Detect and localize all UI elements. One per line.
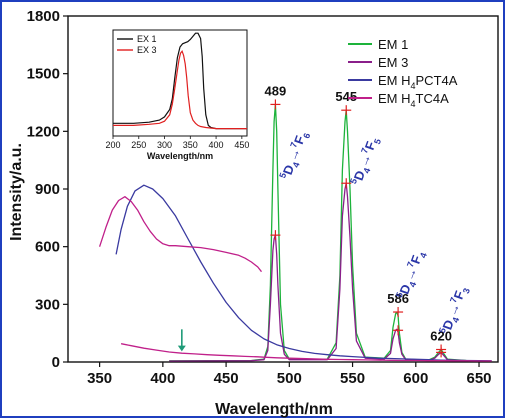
peak-label: 489 bbox=[265, 83, 287, 98]
transition-text: 5D4→7F3 bbox=[437, 284, 472, 338]
inset-x-tick-label: 400 bbox=[209, 140, 224, 150]
peak-label: 586 bbox=[387, 291, 409, 306]
series-line-3 bbox=[98, 196, 263, 273]
inset-x-tick-label: 300 bbox=[157, 140, 172, 150]
inset-x-tick-label: 250 bbox=[131, 140, 146, 150]
y-tick-label: 900 bbox=[35, 181, 60, 198]
transition-label: 5D4→7F4 bbox=[394, 248, 429, 302]
inset-series-line-1 bbox=[113, 49, 247, 130]
y-tick-label: 600 bbox=[35, 239, 60, 256]
series-layer bbox=[98, 103, 492, 362]
y-tick-label: 1200 bbox=[27, 123, 60, 140]
x-tick-label: 500 bbox=[277, 370, 302, 387]
transition-label: 5D4→7F6 bbox=[277, 129, 312, 183]
legend-entry: EM H4TC4A bbox=[378, 91, 449, 109]
marker-arrow-head bbox=[177, 345, 186, 352]
inset-x-tick-label: 350 bbox=[183, 140, 198, 150]
axes: 350 400 450 500 550 600 650 0 300 600 900 1200 1500 1… bbox=[27, 8, 492, 387]
transition-text: 5D4→7F5 bbox=[348, 134, 383, 188]
y-tick-label: 1500 bbox=[27, 66, 60, 83]
y-tick-label: 1800 bbox=[27, 8, 60, 25]
y-axis-label: Intensity/a.u. bbox=[8, 143, 25, 241]
transition-label: 5D4→7F5 bbox=[348, 134, 383, 188]
x-tick-label: 650 bbox=[467, 370, 492, 387]
inset-x-tick-label: 200 bbox=[105, 140, 120, 150]
inset-legend-entry: EX 1 bbox=[137, 34, 157, 44]
transition-text: 5D4→7F6 bbox=[277, 129, 312, 183]
transition-text: 5D4→7F4 bbox=[394, 248, 429, 302]
x-tick-label: 600 bbox=[403, 370, 428, 387]
inset-legend-entry: EX 3 bbox=[137, 45, 157, 55]
transition-label: 5D4→7F3 bbox=[437, 284, 472, 338]
inset-x-axis-label: Wavelength/nm bbox=[147, 151, 213, 161]
legend-entry: EM 1 bbox=[378, 37, 408, 52]
x-tick-label: 450 bbox=[214, 370, 239, 387]
legend-entry: EM 3 bbox=[378, 55, 408, 70]
peak-label: 545 bbox=[335, 89, 357, 104]
inset-excitation-chart: 200 250 300 350 400 450 Wavelength/nm EX 1EX 3 bbox=[105, 29, 249, 161]
x-tick-label: 400 bbox=[150, 370, 175, 387]
x-tick-label: 350 bbox=[87, 370, 112, 387]
y-tick-label: 300 bbox=[35, 296, 60, 313]
y-tick-label: 0 bbox=[52, 354, 60, 371]
inset-series-line-0 bbox=[113, 32, 247, 130]
inset-x-tick-label: 450 bbox=[234, 140, 249, 150]
inset-border bbox=[112, 29, 248, 137]
series-line-2 bbox=[115, 184, 492, 362]
x-tick-label: 550 bbox=[340, 370, 365, 387]
x-axis-label: Wavelength/nm bbox=[215, 401, 333, 418]
legend-entry: EM H4PCT4A bbox=[378, 73, 458, 91]
series-line-4 bbox=[120, 343, 492, 362]
peak-label: 620 bbox=[430, 329, 452, 344]
